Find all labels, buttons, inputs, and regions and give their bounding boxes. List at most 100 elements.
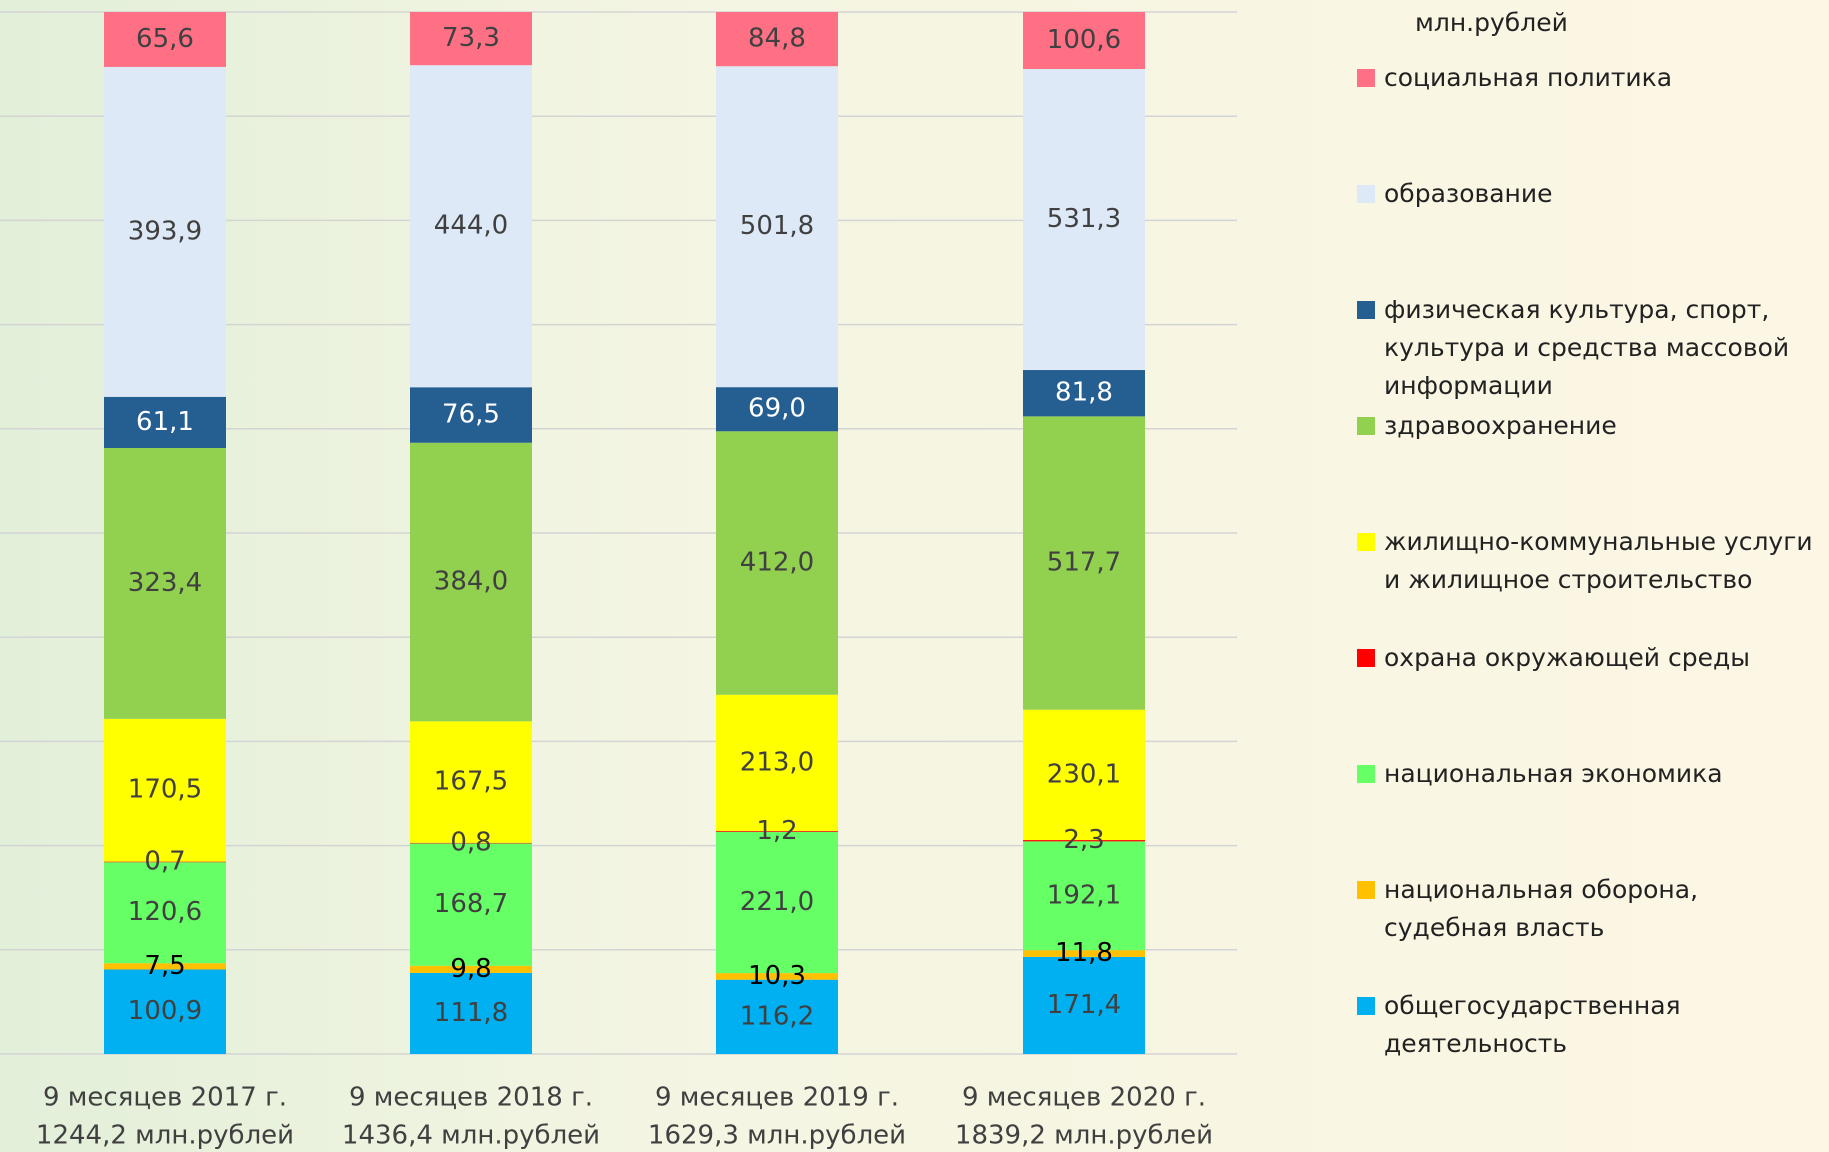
bar-segment [1023,416,1145,710]
data-label: 384,0 [434,567,508,597]
data-label: 501,8 [740,211,814,241]
legend-item: национальная оборона, судебная власть [1352,871,1822,947]
legend-label: образование [1384,179,1553,208]
data-label: 323,4 [128,568,202,598]
legend-label: национальная экономика [1384,759,1723,788]
data-label: 221,0 [740,887,814,917]
legend-item: национальная экономика [1352,755,1822,793]
bar-segment [104,861,226,863]
legend-swatch [1357,649,1375,667]
chart: 100,9 7,5 120,6 0,7 170,5 323,4 61,1 393,9 65,6 9… [0,11,1237,1151]
legend-swatch [1357,301,1375,319]
bar-segment [104,963,226,970]
data-label: 100,6 [1047,25,1121,55]
legend-swatch [1357,417,1375,435]
x-tick-label: 9 месяцев 2020 г. [962,1083,1206,1113]
bar-segment [104,447,226,719]
bar-segment [410,843,532,966]
data-label: 170,5 [128,775,202,805]
data-label: 213,0 [740,747,814,777]
bar-segment [716,12,838,67]
bar-segment [1023,709,1145,841]
data-label: 69,0 [748,394,806,424]
data-label: 0,8 [450,828,491,858]
bar-segment [410,387,532,443]
legend-label: социальная политика [1384,63,1673,92]
legend-label: общегосударственная деятельность [1384,991,1681,1058]
x-tick-label: 9 месяцев 2019 г. [655,1083,899,1113]
bar-segment [410,442,532,722]
bar-segment [716,979,838,1054]
legend-swatch [1357,881,1375,899]
legend-item: жилищно-коммунальные услуги и жилищное с… [1352,523,1822,599]
bar-segment [716,694,838,831]
bar-segment [716,830,838,832]
bar-segment [410,12,532,66]
bar-segment [410,842,532,844]
data-label: 171,4 [1047,990,1121,1020]
data-label: 100,9 [128,996,202,1026]
bar-segment [1023,956,1145,1054]
bar-segment [716,431,838,695]
data-label: 531,3 [1047,204,1121,234]
data-label: 2,3 [1063,825,1104,855]
bar-segment [716,831,838,974]
data-label: 167,5 [434,767,508,797]
bar-segment [104,969,226,1054]
legend-swatch [1357,185,1375,203]
data-label: 192,1 [1047,880,1121,910]
legend-unit: млн.рублей [1415,8,1568,37]
data-label: 444,0 [434,211,508,241]
legend-swatch [1357,69,1375,87]
legend-label: охрана окружающей среды [1384,643,1750,672]
bar-segment [1023,370,1145,417]
x-tick-label: 9 месяцев 2017 г. [43,1083,287,1113]
x-tick-total: 1839,2 млн.рублей [955,1121,1213,1151]
bar-segment [1023,12,1145,69]
data-label: 412,0 [740,548,814,578]
legend-item: здравоохранение [1352,407,1822,445]
bar-segment [1023,68,1145,371]
data-label: 84,8 [748,24,806,54]
data-label: 76,5 [442,400,500,430]
data-label: 0,7 [144,846,185,876]
data-label: 168,7 [434,889,508,919]
bar-segment [104,862,226,964]
data-label: 393,9 [128,216,202,246]
bar-segment [410,972,532,1054]
bar-segment [104,718,226,862]
data-label: 517,7 [1047,548,1121,578]
legend-item: охрана окружающей среды [1352,639,1822,677]
bar-segment [716,387,838,432]
x-tick-total: 1629,3 млн.рублей [648,1121,906,1151]
data-label: 7,5 [144,951,185,981]
legend-item: социальная политика [1352,59,1822,97]
data-label: 111,8 [434,998,508,1028]
legend-item: физическая культура, спорт, культура и с… [1352,291,1822,405]
bar-segment [104,66,226,397]
legend-label: жилищно-коммунальные услуги и жилищное с… [1384,527,1813,594]
bar-segment [410,965,532,973]
legend-item: образование [1352,175,1822,213]
data-label: 116,2 [740,1001,814,1031]
bar-segment [410,721,532,843]
legend-label: национальная оборона, судебная власть [1384,875,1699,942]
x-tick-label: 9 месяцев 2018 г. [349,1083,593,1113]
bar-segment [1023,841,1145,951]
legend-label: здравоохранение [1384,411,1617,440]
data-label: 73,3 [442,23,500,53]
data-label: 61,1 [136,407,194,437]
data-label: 230,1 [1047,759,1121,789]
x-tick-total: 1244,2 млн.рублей [36,1121,294,1151]
bar-segment [1023,840,1145,842]
data-label: 1,2 [756,816,797,846]
data-label: 10,3 [748,961,806,991]
data-label: 81,8 [1055,378,1113,408]
legend-swatch [1357,997,1375,1015]
bar-segment [410,65,532,388]
legend-item: общегосударственная деятельность [1352,987,1822,1063]
bar-segment [1023,950,1145,957]
data-label: 11,8 [1055,938,1113,968]
data-label: 9,8 [450,954,491,984]
